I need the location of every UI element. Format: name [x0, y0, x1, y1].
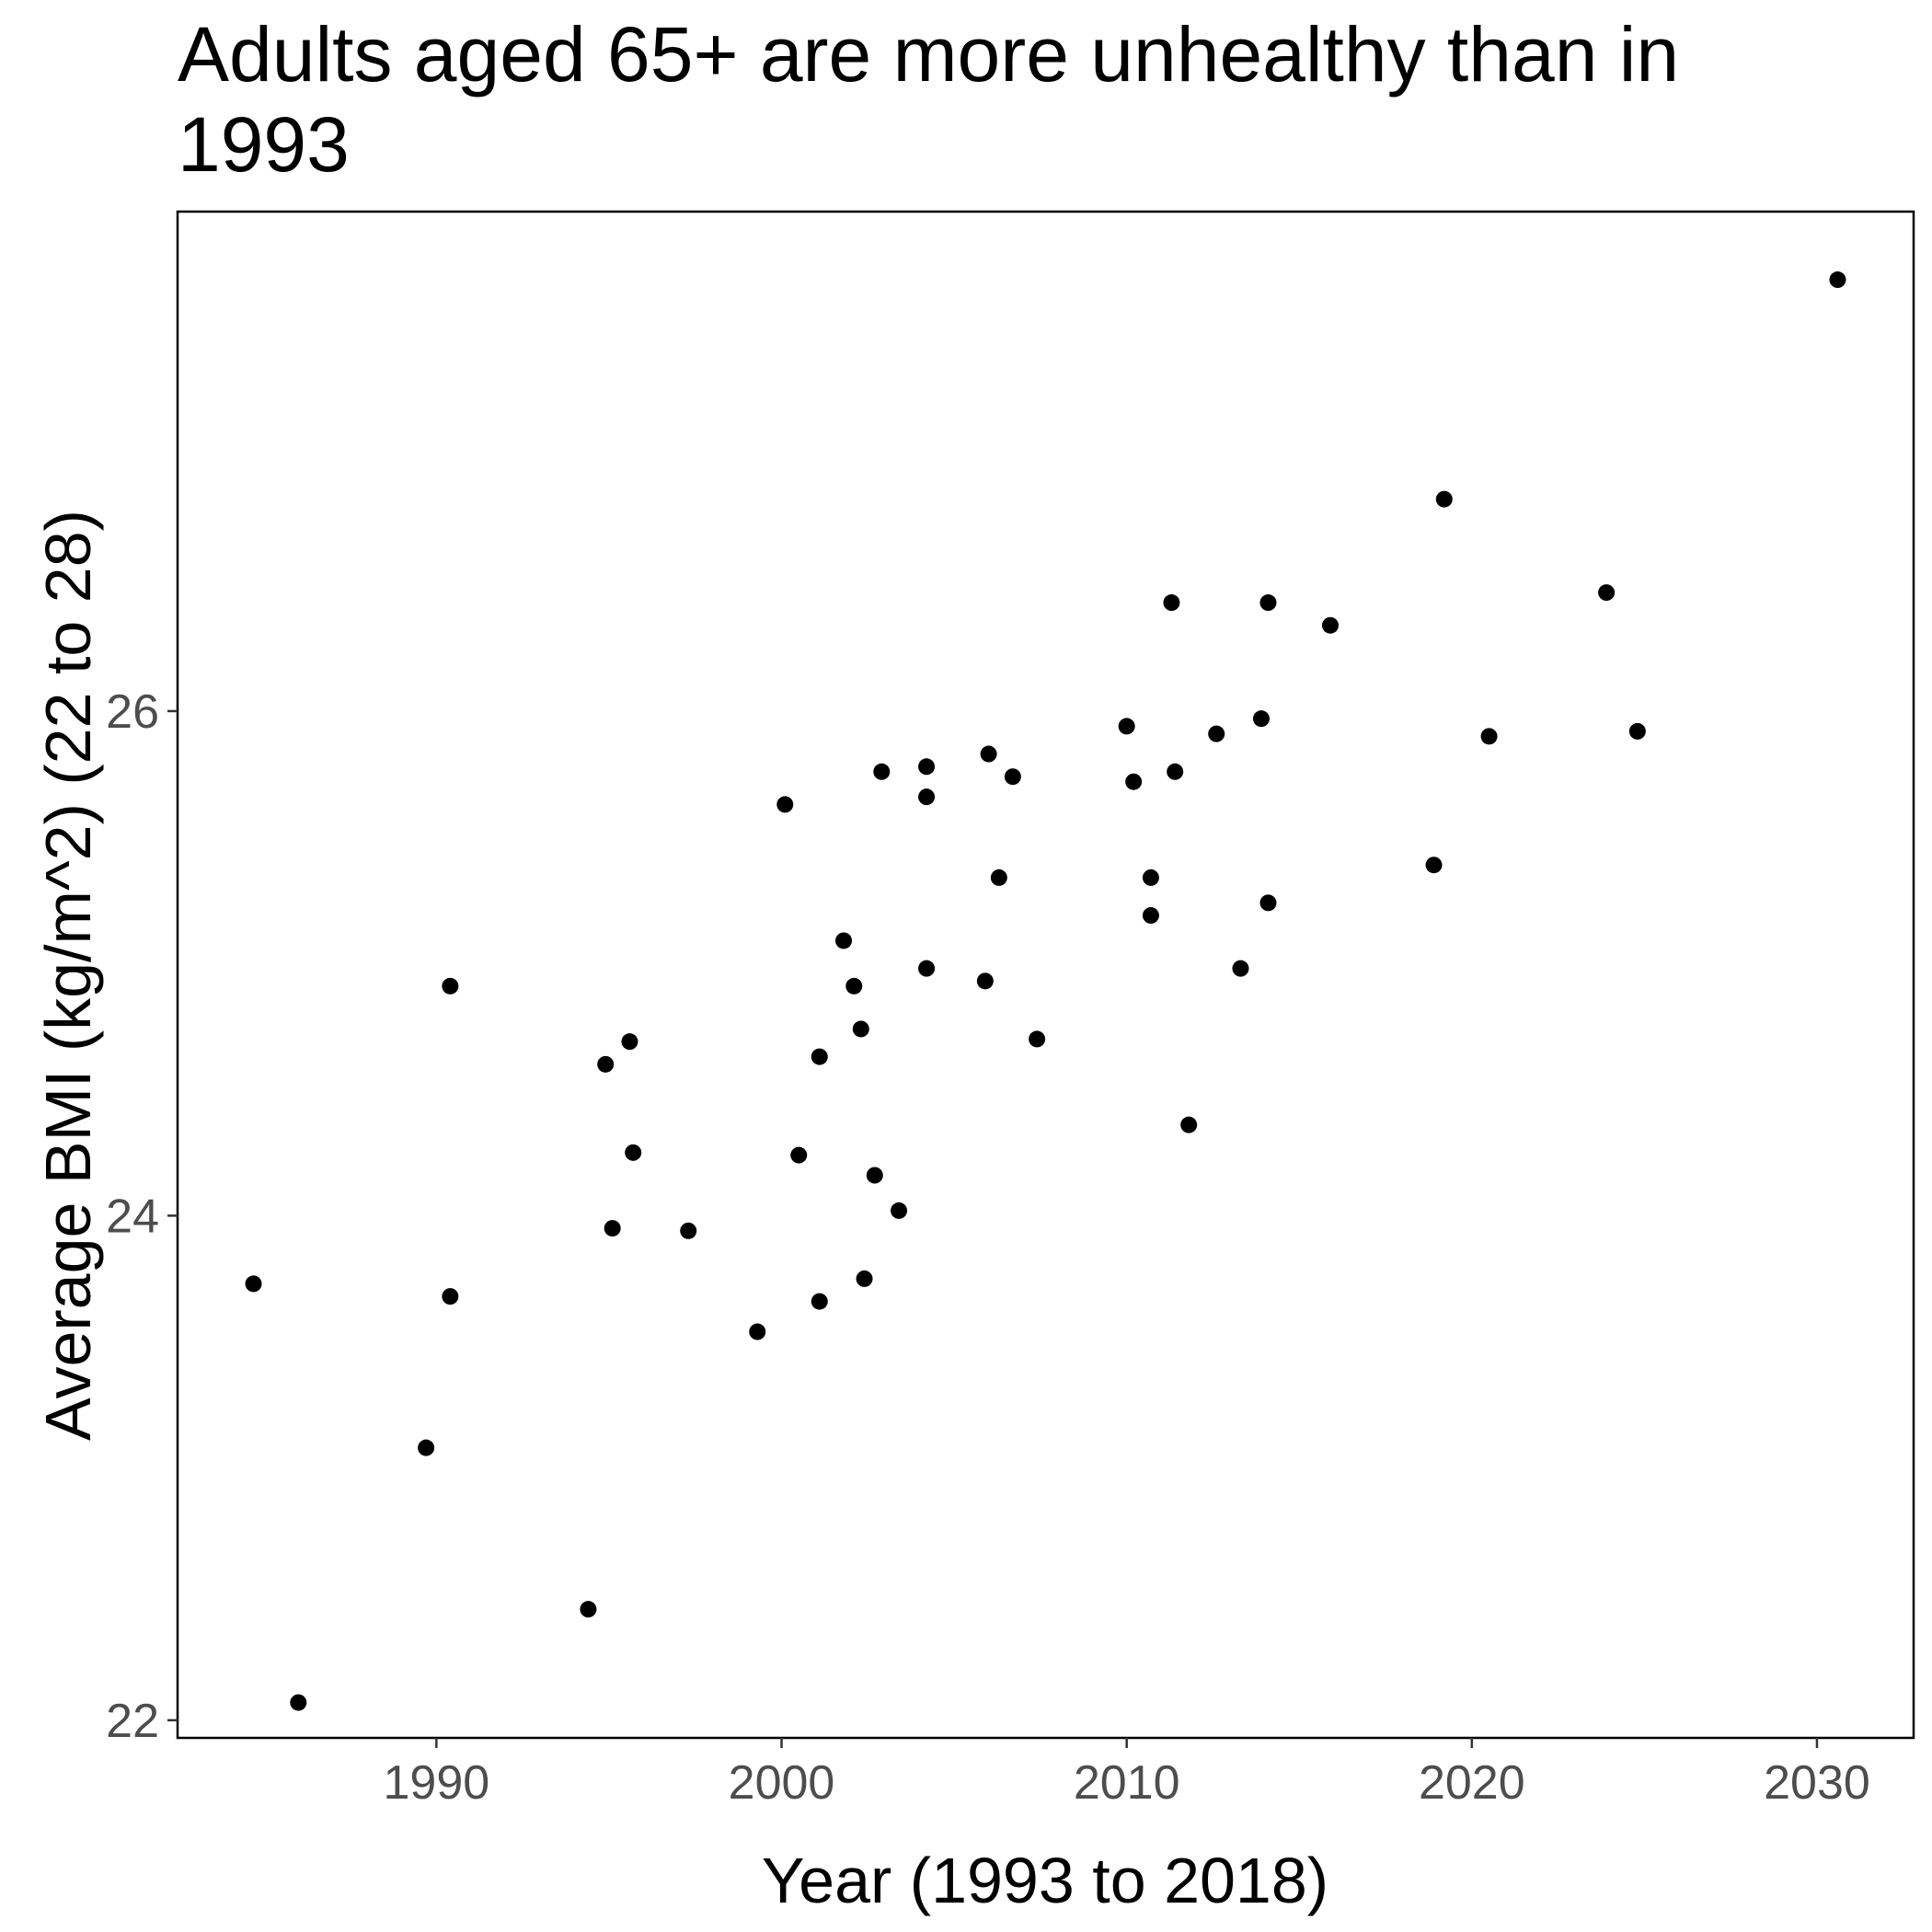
data-point: [1208, 725, 1225, 742]
x-tick-label: 2020: [1419, 1756, 1525, 1810]
data-point: [1142, 907, 1159, 925]
data-point: [1259, 894, 1277, 912]
y-axis: 22 24 26: [106, 685, 178, 1748]
data-point: [811, 1293, 828, 1310]
x-tick-label: 2030: [1764, 1756, 1870, 1810]
data-point: [621, 1033, 638, 1051]
data-point: [625, 1144, 642, 1161]
x-tick-label: 2000: [729, 1756, 835, 1810]
data-point: [918, 758, 936, 776]
x-axis: 1990 2000 2010 2020 2030: [384, 1738, 1870, 1810]
y-tick-label: 22: [106, 1695, 159, 1748]
x-tick-label: 2010: [1074, 1756, 1180, 1810]
chart-title-line-1: Adults aged 65+ are more unhealthy than …: [178, 11, 1679, 98]
data-point: [918, 788, 936, 806]
data-point: [835, 932, 853, 949]
data-point: [1480, 728, 1498, 745]
data-point: [1259, 594, 1277, 612]
data-point: [1321, 616, 1339, 634]
data-point: [873, 763, 891, 780]
data-point: [1163, 594, 1180, 612]
data-point: [290, 1694, 307, 1711]
data-point: [845, 977, 863, 995]
data-point: [856, 1270, 873, 1287]
data-point: [442, 977, 459, 995]
data-point: [790, 1146, 808, 1164]
data-point: [1425, 857, 1443, 874]
data-point: [245, 1275, 262, 1293]
data-point: [1435, 490, 1453, 508]
y-tick-label: 24: [106, 1190, 159, 1243]
x-tick-label: 1990: [384, 1756, 490, 1810]
data-point: [1029, 1030, 1046, 1048]
plot-panel: [176, 210, 1915, 1740]
data-point: [1118, 718, 1135, 735]
data-point: [1829, 271, 1846, 289]
data-point: [1142, 868, 1159, 886]
data-point: [442, 1288, 459, 1305]
data-point: [811, 1048, 828, 1065]
data-point: [891, 1202, 908, 1219]
data-point: [980, 745, 997, 763]
data-point: [1004, 768, 1021, 786]
data-point: [604, 1220, 621, 1237]
x-axis-title: Year (1993 to 2018): [762, 1845, 1328, 1916]
data-point: [1232, 960, 1249, 977]
data-point: [1252, 710, 1270, 728]
data-point: [852, 1020, 869, 1038]
data-point: [1167, 763, 1184, 780]
data-points: [245, 271, 1846, 1711]
data-point: [776, 796, 794, 813]
data-point: [597, 1055, 615, 1073]
chart-title-line-2: 1993: [178, 101, 350, 188]
data-point: [918, 960, 936, 977]
data-point: [976, 972, 994, 990]
data-point: [1125, 773, 1143, 790]
data-point: [990, 868, 1007, 886]
y-tick-label: 26: [106, 685, 159, 739]
data-point: [749, 1323, 766, 1340]
data-point: [1628, 722, 1646, 740]
data-point: [580, 1601, 597, 1618]
data-point: [1180, 1116, 1198, 1133]
y-axis-title: Average BMI (kg/m^2) (22 to 28): [32, 510, 104, 1441]
data-point: [866, 1167, 883, 1184]
data-point: [1598, 584, 1616, 602]
data-point: [418, 1439, 435, 1456]
data-point: [680, 1222, 697, 1239]
